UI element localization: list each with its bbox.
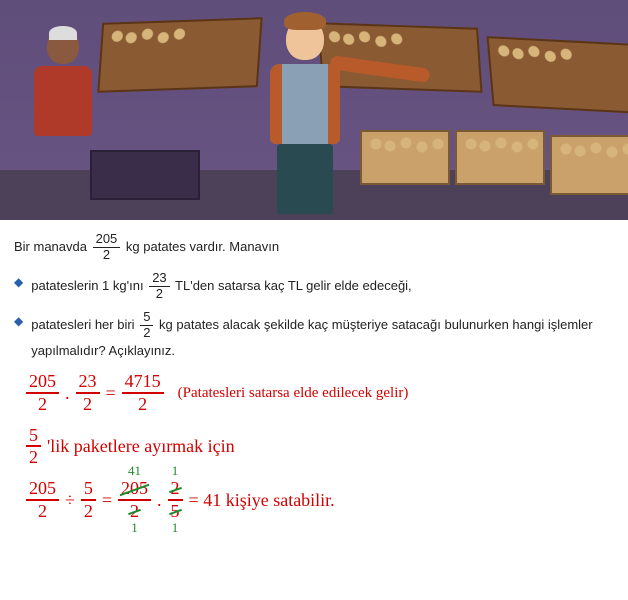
fraction: 4715 2 — [122, 371, 164, 414]
fraction-cancelled: 1 2 5 1 — [168, 478, 183, 521]
equals: = — [106, 381, 116, 405]
handwritten-solution: 205 2 . 23 2 = 4715 2 (Patatesleri satar… — [0, 367, 628, 541]
operator: . — [65, 381, 70, 405]
cancel-value: 41 — [128, 464, 141, 479]
front-crate — [550, 135, 628, 195]
annotation: (Patatesleri satarsa elde edilecek gelir… — [178, 383, 409, 403]
stall-crate — [486, 36, 628, 114]
fraction: 5 2 — [81, 478, 96, 521]
fraction: 205 2 — [26, 478, 59, 521]
cancel-value: 1 — [131, 521, 138, 536]
operator: . — [157, 488, 162, 512]
fraction: 23 2 — [149, 271, 169, 302]
market-illustration — [0, 0, 628, 220]
vendor-counter — [90, 150, 200, 200]
text: TL'den satarsa kaç TL gelir elde edeceği… — [175, 278, 412, 293]
bullet-item: ◆ patateslerin 1 kg'ını 23 2 TL'den sata… — [14, 271, 614, 302]
text: patatesleri her biri — [31, 317, 138, 332]
fraction-cancelled: 41 205 2 1 — [118, 478, 151, 521]
problem-text: Bir manavda 205 2 kg patates vardır. Man… — [0, 220, 628, 367]
solution-row-packets: 5 2 'lik paketlere ayırmak için — [24, 425, 604, 468]
fraction: 5 2 — [140, 310, 153, 341]
result-text: = 41 kişiye satabilir. — [189, 488, 335, 512]
fraction: 5 2 — [26, 425, 41, 468]
text: kg patates vardır. Manavın — [126, 239, 279, 254]
intro-line: Bir manavda 205 2 kg patates vardır. Man… — [14, 232, 614, 263]
solution-row-multiply: 205 2 . 23 2 = 4715 2 (Patatesleri satar… — [24, 371, 604, 414]
cancel-value: 1 — [172, 464, 179, 479]
text: Bir manavda — [14, 239, 91, 254]
bullet-icon: ◆ — [14, 312, 23, 331]
operator: ÷ — [65, 488, 75, 512]
bullet-item: ◆ patatesleri her biri 5 2 kg patates al… — [14, 310, 614, 362]
front-crate — [455, 130, 545, 185]
bullet-content: patatesleri her biri 5 2 kg patates alac… — [31, 310, 614, 362]
solution-row-divide: 205 2 ÷ 5 2 = 41 205 2 1 . 1 2 5 — [24, 478, 604, 521]
bullet-content: patateslerin 1 kg'ını 23 2 TL'den satars… — [31, 271, 411, 302]
vendor-figure — [28, 28, 98, 168]
text: 'lik paketlere ayırmak için — [47, 434, 235, 458]
fraction: 205 2 — [93, 232, 121, 263]
bullet-icon: ◆ — [14, 273, 23, 292]
fraction: 23 2 — [76, 371, 100, 414]
cancel-value: 1 — [172, 521, 179, 536]
text: patateslerin 1 kg'ını — [31, 278, 147, 293]
customer-figure — [230, 18, 380, 218]
equals: = — [102, 488, 112, 512]
fraction: 205 2 — [26, 371, 59, 414]
